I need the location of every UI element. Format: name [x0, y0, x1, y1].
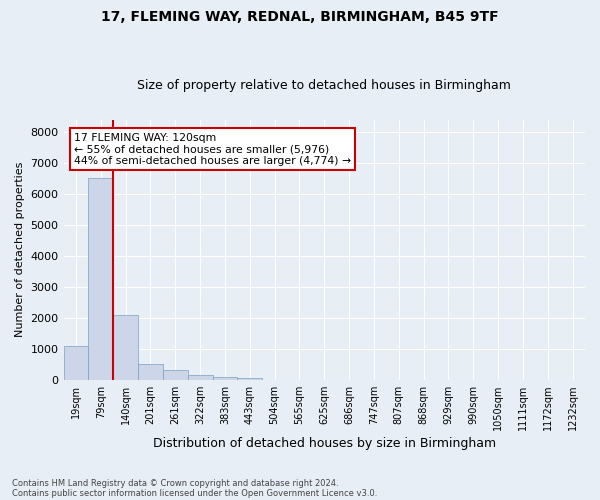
Text: Contains HM Land Registry data © Crown copyright and database right 2024.: Contains HM Land Registry data © Crown c… [12, 478, 338, 488]
Bar [113, 314, 138, 380]
Y-axis label: Number of detached properties: Number of detached properties [15, 162, 25, 338]
Bar [88, 178, 113, 380]
Text: 17 FLEMING WAY: 120sqm
← 55% of detached houses are smaller (5,976)
44% of semi-: 17 FLEMING WAY: 120sqm ← 55% of detached… [74, 132, 351, 166]
Bar [138, 364, 163, 380]
Bar [188, 375, 212, 380]
Text: Contains public sector information licensed under the Open Government Licence v3: Contains public sector information licen… [12, 488, 377, 498]
Bar [64, 346, 88, 380]
Title: Size of property relative to detached houses in Birmingham: Size of property relative to detached ho… [137, 79, 511, 92]
X-axis label: Distribution of detached houses by size in Birmingham: Distribution of detached houses by size … [153, 437, 496, 450]
Text: 17, FLEMING WAY, REDNAL, BIRMINGHAM, B45 9TF: 17, FLEMING WAY, REDNAL, BIRMINGHAM, B45… [101, 10, 499, 24]
Bar [212, 376, 238, 380]
Bar [238, 378, 262, 380]
Bar [163, 370, 188, 380]
